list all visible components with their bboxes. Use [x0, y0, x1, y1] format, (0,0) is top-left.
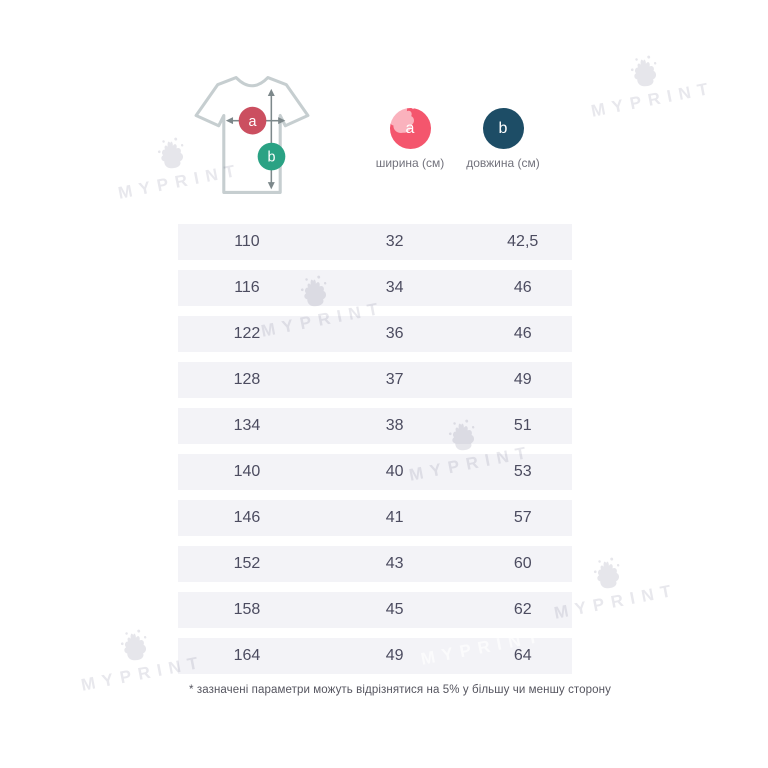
table-cell-height: 128 — [233, 371, 261, 388]
diagram-marker-a-letter: a — [249, 114, 257, 130]
table-cell-width: 40 — [385, 463, 404, 480]
table-row: 122 36 46 — [178, 316, 572, 352]
paint-splat-icon — [630, 55, 657, 87]
table-cell-length: 46 — [513, 325, 532, 342]
diagram-marker-b: b — [257, 142, 286, 171]
legend-length: b довжина (см) — [455, 108, 551, 170]
table-cell-height: 152 — [233, 555, 261, 572]
table-row: 152 43 60 — [178, 546, 572, 582]
table-cell-width: 41 — [385, 509, 404, 526]
table-cell-width: 49 — [385, 647, 404, 664]
table-cell-height: 140 — [233, 463, 261, 480]
size-table: 110 32 42,5 116 34 46 122 36 46 128 37 4… — [178, 224, 572, 684]
legend-a-letter: a — [405, 119, 415, 137]
table-cell-height: 134 — [233, 417, 261, 434]
length-arrow-icon — [267, 88, 275, 190]
table-cell-height: 122 — [233, 325, 261, 342]
table-row: 164 49 64 — [178, 638, 572, 674]
tshirt-outline — [194, 76, 310, 194]
table-cell-height: 164 — [233, 647, 261, 664]
table-cell-length: 46 — [513, 279, 532, 296]
legend-b-badge: b — [482, 108, 524, 149]
table-cell-width: 43 — [385, 555, 404, 572]
paint-splat-icon — [120, 629, 147, 661]
table-cell-length: 53 — [513, 463, 532, 480]
table-row: 158 45 62 — [178, 592, 572, 628]
watermark: MYPRINT — [576, 44, 717, 123]
table-row: 110 32 42,5 — [178, 224, 572, 260]
table-cell-length: 60 — [513, 555, 532, 572]
table-cell-length: 42,5 — [507, 233, 539, 250]
legend-a-badge: a — [389, 108, 431, 149]
table-cell-width: 38 — [385, 417, 404, 434]
footnote: * зазначені параметри можуть відрізнятис… — [189, 684, 611, 696]
table-cell-height: 116 — [234, 279, 260, 296]
watermark-text: MYPRINT — [589, 78, 717, 121]
table-row: 134 38 51 — [178, 408, 572, 444]
legend-b-letter: b — [498, 119, 508, 137]
table-cell-length: 51 — [513, 417, 532, 434]
table-cell-length: 64 — [513, 647, 532, 664]
table-cell-length: 49 — [513, 371, 532, 388]
legend-a-label: ширина (см) — [375, 156, 445, 170]
table-row: 128 37 49 — [178, 362, 572, 398]
table-cell-width: 32 — [385, 233, 404, 250]
table-row: 116 34 46 — [178, 270, 572, 306]
table-cell-length: 57 — [513, 509, 532, 526]
table-cell-width: 45 — [385, 601, 404, 618]
table-cell-height: 110 — [234, 233, 260, 250]
table-row: 140 40 53 — [178, 454, 572, 490]
legend-width: a ширина (см) — [362, 108, 458, 170]
diagram-marker-b-letter: b — [267, 150, 275, 166]
table-cell-height: 146 — [233, 509, 261, 526]
legend-b-label: довжина (см) — [466, 156, 540, 170]
paint-splat-icon — [157, 137, 184, 169]
tshirt-diagram: a b — [194, 76, 310, 194]
table-cell-width: 36 — [385, 325, 404, 342]
table-cell-height: 158 — [233, 601, 261, 618]
table-cell-width: 37 — [385, 371, 404, 388]
diagram-marker-a: a — [238, 106, 267, 135]
table-row: 146 41 57 — [178, 500, 572, 536]
table-cell-width: 34 — [385, 279, 404, 296]
paint-splat-icon — [593, 557, 620, 589]
table-cell-length: 62 — [513, 601, 532, 618]
